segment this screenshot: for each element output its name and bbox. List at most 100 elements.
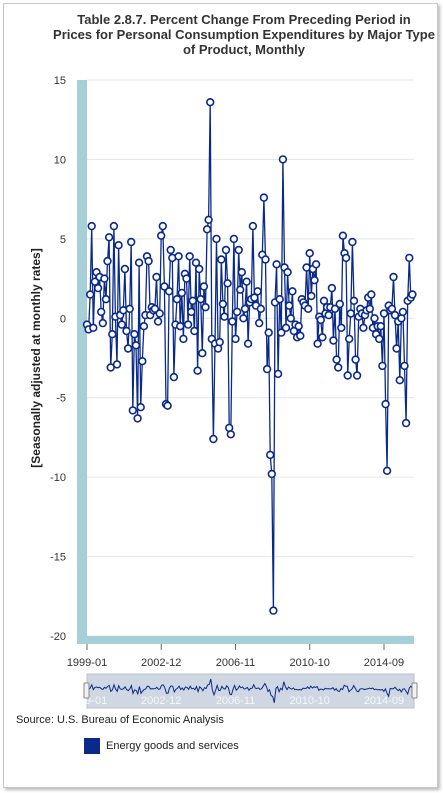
data-point[interactable] <box>126 237 136 247</box>
data-point[interactable] <box>234 245 243 255</box>
data-point[interactable] <box>272 260 281 269</box>
data-point[interactable] <box>183 320 193 329</box>
data-point[interactable] <box>400 361 409 371</box>
data-point[interactable] <box>319 296 329 305</box>
data-point[interactable] <box>277 328 286 337</box>
data-point[interactable] <box>283 268 292 277</box>
data-point[interactable] <box>106 363 115 372</box>
data-point[interactable] <box>387 304 397 313</box>
data-point[interactable] <box>261 255 270 264</box>
data-point[interactable] <box>90 277 100 286</box>
data-point[interactable] <box>131 341 141 350</box>
data-point[interactable] <box>236 285 245 294</box>
data-point[interactable] <box>177 288 187 298</box>
data-point[interactable] <box>152 272 161 282</box>
data-point[interactable] <box>240 304 250 313</box>
data-point[interactable] <box>382 466 392 475</box>
data-point[interactable] <box>193 366 202 375</box>
range-navigator[interactable]: 1999-01 2002-12 2006-11 2010-10 2014-09 <box>67 673 418 709</box>
data-point[interactable] <box>166 245 175 255</box>
data-point[interactable] <box>223 279 232 288</box>
data-point[interactable] <box>237 268 247 277</box>
data-point[interactable] <box>139 322 149 331</box>
data-point[interactable] <box>120 264 130 274</box>
data-point[interactable] <box>206 97 215 107</box>
data-point[interactable] <box>87 221 96 231</box>
data-point[interactable] <box>172 295 182 304</box>
data-point[interactable] <box>262 364 272 374</box>
data-point[interactable] <box>89 323 98 332</box>
data-point[interactable] <box>311 260 321 269</box>
data-point[interactable] <box>324 310 333 320</box>
data-point[interactable] <box>405 253 414 263</box>
navigator-handle-right[interactable] <box>411 682 418 699</box>
data-point[interactable] <box>352 371 362 380</box>
data-point[interactable] <box>389 272 398 282</box>
data-point[interactable] <box>220 312 229 321</box>
data-point[interactable] <box>253 287 262 296</box>
data-point[interactable] <box>250 293 259 302</box>
data-point[interactable] <box>313 339 322 348</box>
data-point[interactable] <box>305 249 314 258</box>
data-point[interactable] <box>138 357 147 366</box>
data-point[interactable] <box>198 349 207 358</box>
data-point[interactable] <box>169 372 179 382</box>
data-point[interactable] <box>144 256 153 266</box>
data-point[interactable] <box>229 234 239 244</box>
data-point[interactable] <box>266 450 275 460</box>
data-point[interactable] <box>136 403 145 412</box>
data-point[interactable] <box>109 221 119 231</box>
data-point[interactable] <box>114 241 123 250</box>
data-point[interactable] <box>273 369 283 379</box>
data-point[interactable] <box>188 296 198 305</box>
data-point[interactable] <box>221 245 231 255</box>
data-point[interactable] <box>174 252 183 261</box>
data-point[interactable] <box>98 318 108 328</box>
data-point[interactable] <box>379 309 389 318</box>
data-point[interactable] <box>125 304 134 313</box>
data-point[interactable] <box>112 360 122 369</box>
data-point[interactable] <box>199 282 209 291</box>
data-point[interactable] <box>195 264 204 274</box>
data-point[interactable] <box>153 317 163 326</box>
data-point[interactable] <box>310 276 319 285</box>
data-point[interactable] <box>212 234 221 244</box>
data-point[interactable] <box>285 301 294 310</box>
data-point[interactable] <box>176 322 185 331</box>
data-point[interactable] <box>278 155 288 164</box>
data-point[interactable] <box>330 304 340 313</box>
data-point[interactable] <box>395 376 404 385</box>
data-point[interactable] <box>160 282 169 291</box>
data-point[interactable] <box>343 371 352 380</box>
data-point[interactable] <box>281 323 291 332</box>
data-point[interactable] <box>228 317 237 326</box>
data-point[interactable] <box>150 304 160 313</box>
data-point[interactable] <box>345 334 354 344</box>
data-point[interactable] <box>215 337 224 347</box>
data-point[interactable] <box>128 406 138 415</box>
data-point[interactable] <box>304 304 313 313</box>
data-point[interactable] <box>341 253 351 263</box>
data-point[interactable] <box>318 333 327 342</box>
data-point[interactable] <box>134 258 144 267</box>
data-point[interactable] <box>226 430 236 439</box>
data-point[interactable] <box>182 274 191 283</box>
data-point[interactable] <box>390 310 400 320</box>
data-point[interactable] <box>187 307 196 317</box>
data-point[interactable] <box>365 304 374 313</box>
data-point[interactable] <box>267 469 276 479</box>
data-point[interactable] <box>201 303 210 312</box>
data-point[interactable] <box>351 355 360 364</box>
data-point[interactable] <box>85 290 95 299</box>
data-point[interactable] <box>157 231 166 240</box>
data-point[interactable] <box>202 225 212 234</box>
data-point[interactable] <box>269 606 278 615</box>
data-point[interactable] <box>155 309 164 318</box>
data-point[interactable] <box>158 221 168 231</box>
data-point[interactable] <box>316 315 325 325</box>
data-point[interactable] <box>307 291 316 301</box>
data-point[interactable] <box>163 401 172 410</box>
data-point[interactable] <box>296 331 305 340</box>
data-point[interactable] <box>179 334 188 344</box>
data-point[interactable] <box>93 283 103 293</box>
